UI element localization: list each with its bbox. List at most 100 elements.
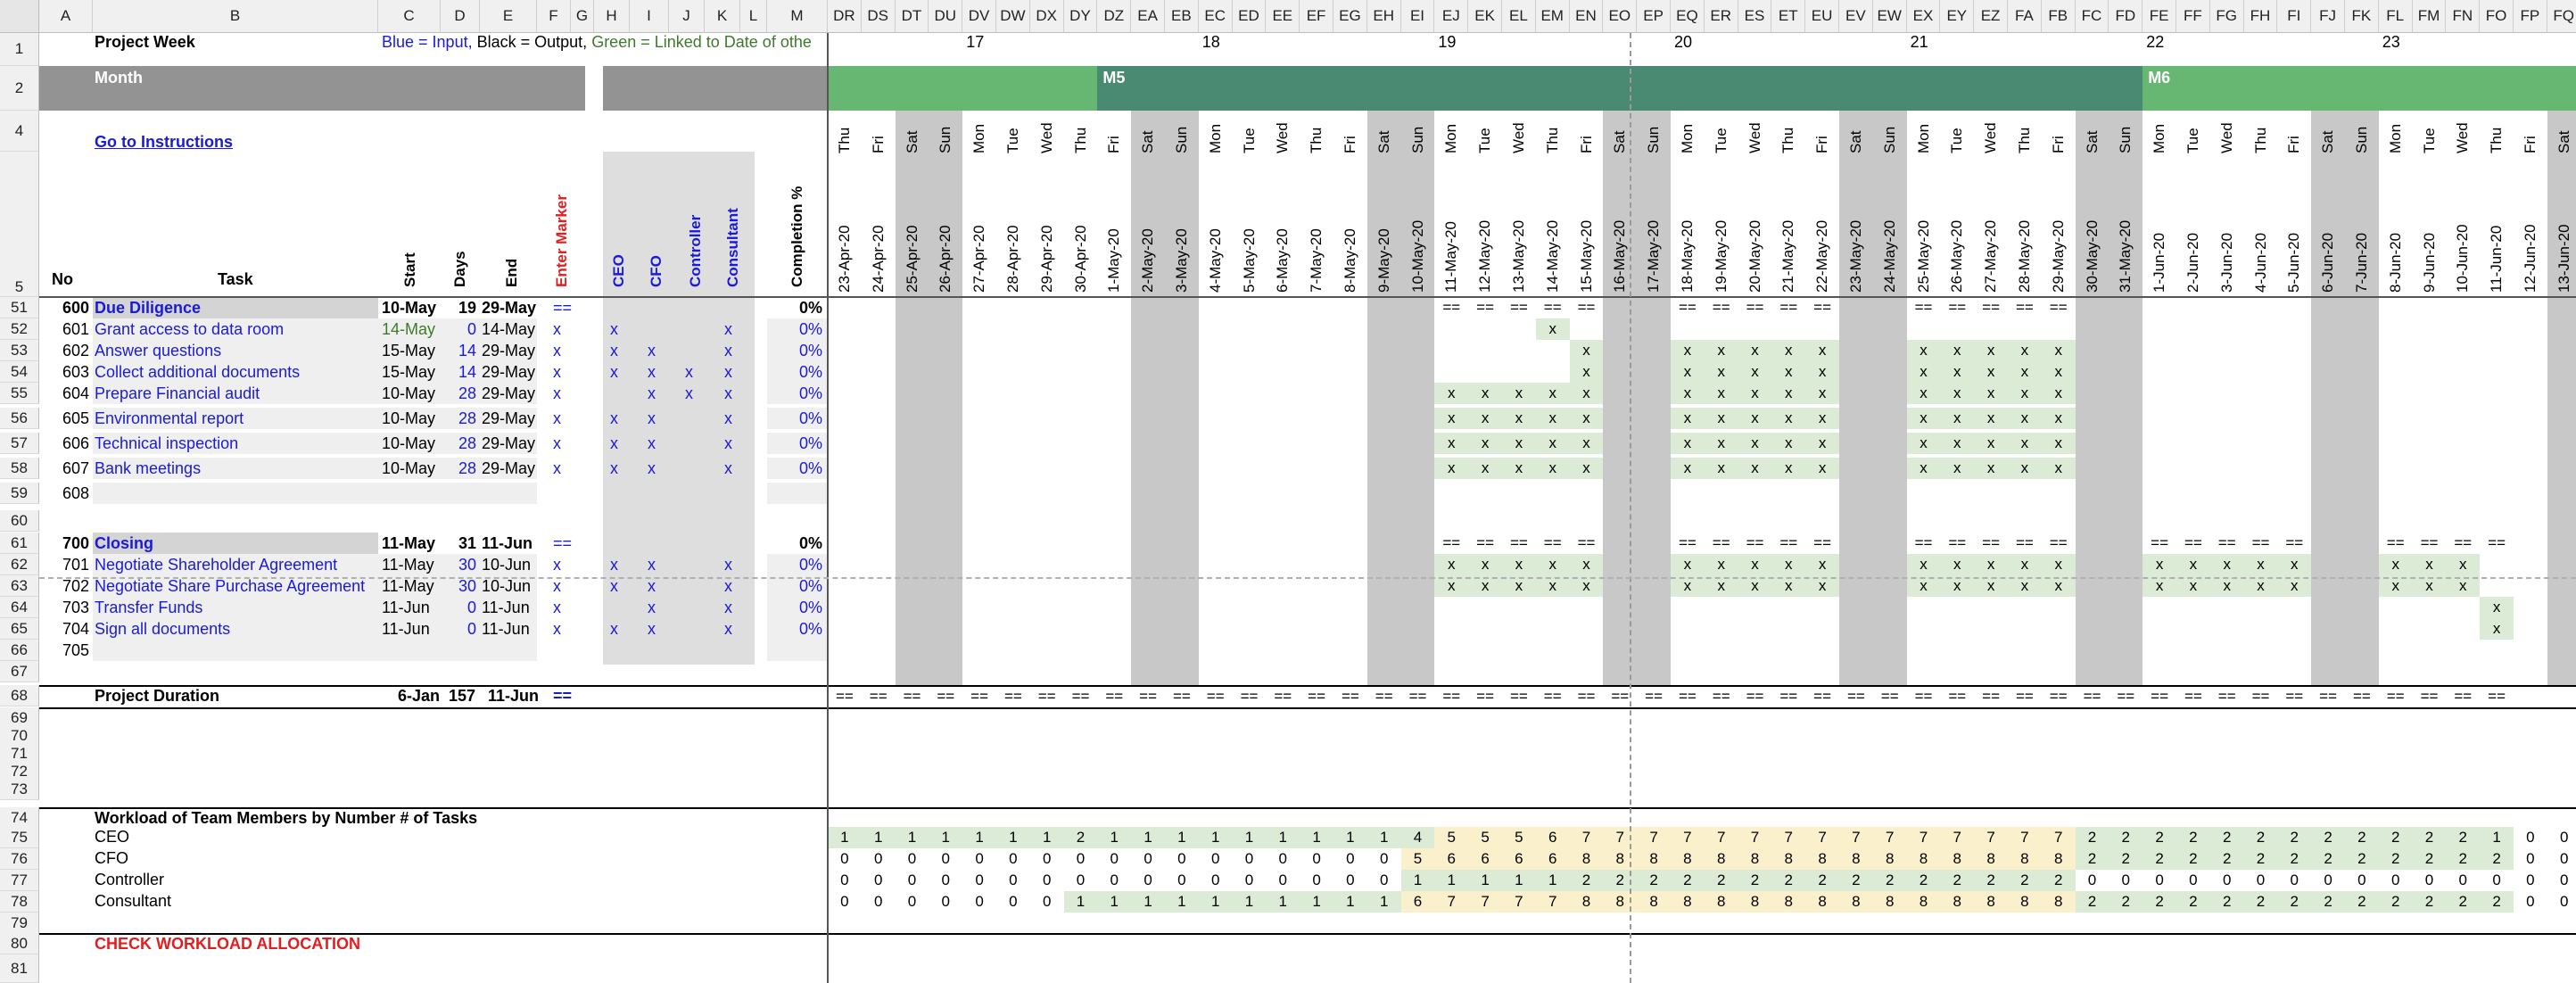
task-start[interactable]: 14-May — [382, 320, 436, 338]
task-consultant[interactable]: x — [724, 577, 732, 595]
task-number[interactable]: 702 — [62, 577, 89, 595]
task-ceo[interactable]: x — [610, 320, 618, 338]
task-completion[interactable]: 0% — [798, 620, 822, 638]
task-number[interactable]: 701 — [62, 556, 89, 574]
column-header[interactable]: FI — [2277, 0, 2312, 33]
column-header[interactable]: DR — [828, 0, 862, 33]
task-marker[interactable]: x — [553, 384, 561, 402]
task-completion[interactable] — [769, 640, 822, 662]
row-header[interactable]: 59 — [0, 483, 39, 504]
column-header[interactable]: EZ — [1974, 0, 2008, 33]
row-header[interactable]: 63 — [0, 575, 39, 597]
task-ceo[interactable]: x — [610, 434, 618, 452]
column-header[interactable]: H — [594, 0, 630, 33]
task-controller[interactable] — [685, 483, 703, 505]
task-marker[interactable]: x — [553, 320, 561, 338]
column-header[interactable]: FG — [2209, 0, 2244, 33]
go-to-instructions-link[interactable]: Go to Instructions — [95, 133, 233, 151]
task-name[interactable]: Collect additional documents — [95, 363, 301, 381]
task-end[interactable] — [482, 483, 537, 505]
column-header[interactable]: EC — [1198, 0, 1233, 33]
column-header[interactable]: FD — [2109, 0, 2143, 33]
task-start[interactable]: 15-May — [382, 342, 436, 359]
task-consultant[interactable]: x — [724, 434, 732, 452]
row-header[interactable]: 75 — [0, 827, 39, 848]
column-header[interactable]: EY — [1940, 0, 1975, 33]
column-header[interactable]: C — [378, 0, 441, 33]
column-header[interactable]: ER — [1704, 0, 1738, 33]
task-number[interactable]: 604 — [62, 384, 89, 402]
task-completion[interactable]: 0% — [798, 363, 822, 381]
task-controller[interactable] — [685, 319, 703, 341]
column-header[interactable]: FM — [2412, 0, 2447, 33]
task-name[interactable]: Answer questions — [95, 342, 222, 359]
task-completion[interactable]: 0% — [798, 320, 822, 338]
column-header[interactable]: FN — [2446, 0, 2481, 33]
task-consultant[interactable]: x — [724, 409, 732, 427]
task-number[interactable]: 607 — [62, 459, 89, 477]
task-name[interactable]: Prepare Financial audit — [95, 384, 260, 402]
task-number[interactable]: 603 — [62, 363, 89, 381]
task-completion[interactable]: 0% — [798, 534, 822, 552]
task-start[interactable]: 10-May — [382, 459, 436, 477]
column-header[interactable]: FQ — [2547, 0, 2576, 33]
task-ceo[interactable]: x — [610, 620, 618, 638]
column-header[interactable]: FL — [2378, 0, 2413, 33]
task-completion[interactable]: 0% — [798, 409, 822, 427]
task-number[interactable]: 606 — [62, 434, 89, 452]
column-header[interactable]: FJ — [2311, 0, 2345, 33]
task-marker[interactable]: x — [553, 363, 561, 381]
task-number[interactable]: 608 — [62, 484, 89, 502]
column-header[interactable]: EI — [1400, 0, 1435, 33]
column-header[interactable]: DZ — [1097, 0, 1132, 33]
column-header[interactable]: EX — [1906, 0, 1941, 33]
row-header[interactable]: 61 — [0, 533, 39, 554]
row-header[interactable]: 68 — [0, 685, 39, 706]
task-controller[interactable] — [685, 434, 703, 455]
task-marker[interactable] — [553, 483, 580, 505]
task-end[interactable]: 10-Jun — [482, 577, 532, 595]
task-days[interactable]: 0 — [466, 620, 476, 638]
task-start[interactable]: 10-May — [382, 409, 436, 427]
task-start[interactable] — [382, 483, 439, 505]
task-name[interactable]: Technical inspection — [95, 434, 239, 452]
task-end[interactable]: 29-May — [482, 299, 537, 317]
task-end[interactable]: 29-May — [482, 459, 536, 477]
column-header[interactable]: D — [441, 0, 480, 33]
task-days[interactable]: 31 — [458, 534, 476, 552]
task-end[interactable] — [482, 640, 537, 662]
task-cfo[interactable]: x — [648, 620, 656, 638]
task-start[interactable]: 11-May — [382, 577, 434, 595]
task-cfo[interactable] — [648, 319, 665, 341]
row-header[interactable]: 58 — [0, 458, 39, 479]
task-ceo[interactable] — [610, 298, 628, 319]
column-header[interactable]: FF — [2176, 0, 2210, 33]
column-header[interactable]: FB — [2041, 0, 2076, 33]
column-header[interactable]: G — [571, 0, 594, 33]
task-days[interactable]: 14 — [458, 363, 476, 381]
column-header[interactable]: ED — [1232, 0, 1267, 33]
task-marker[interactable]: x — [553, 556, 561, 574]
task-days[interactable]: 28 — [458, 459, 476, 477]
task-completion[interactable]: 0% — [798, 556, 822, 574]
column-header[interactable]: EW — [1872, 0, 1907, 33]
task-ceo[interactable]: x — [610, 459, 618, 477]
row-header[interactable]: 2 — [0, 66, 39, 111]
task-completion[interactable] — [769, 483, 822, 505]
task-number[interactable]: 600 — [62, 299, 89, 317]
column-header[interactable]: EV — [1839, 0, 1873, 33]
column-header[interactable]: EG — [1333, 0, 1367, 33]
task-completion[interactable]: 0% — [798, 342, 822, 359]
row-header[interactable]: 79 — [0, 913, 39, 934]
task-name[interactable] — [95, 640, 378, 662]
column-header[interactable]: K — [705, 0, 740, 33]
task-cfo[interactable] — [648, 640, 665, 662]
task-ceo[interactable] — [610, 640, 628, 662]
row-header[interactable]: 52 — [0, 318, 39, 340]
task-controller[interactable] — [685, 640, 703, 662]
row-header[interactable]: 60 — [0, 510, 39, 532]
task-name[interactable]: Bank meetings — [95, 459, 202, 477]
column-header[interactable]: J — [669, 0, 705, 33]
task-marker[interactable]: x — [553, 620, 561, 638]
column-header[interactable]: EO — [1603, 0, 1638, 33]
